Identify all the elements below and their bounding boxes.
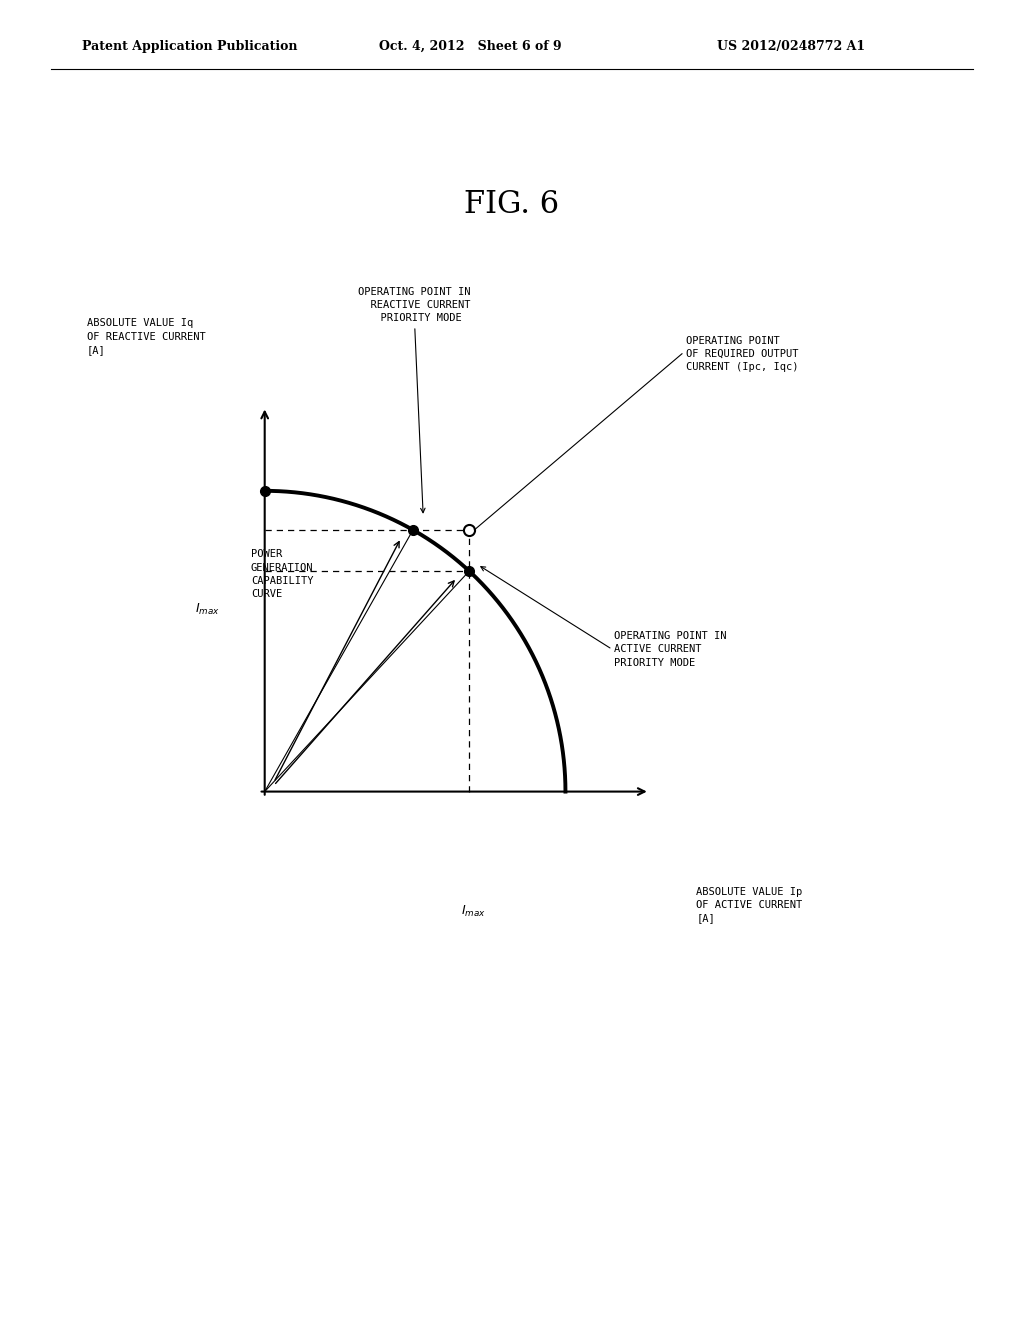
Text: FIG. 6: FIG. 6 xyxy=(465,189,559,220)
Text: Patent Application Publication: Patent Application Publication xyxy=(82,40,297,53)
Text: OPERATING POINT IN
ACTIVE CURRENT
PRIORITY MODE: OPERATING POINT IN ACTIVE CURRENT PRIORI… xyxy=(614,631,727,668)
Text: POWER
GENERATION
CAPABILITY
CURVE: POWER GENERATION CAPABILITY CURVE xyxy=(251,549,313,599)
Text: OPERATING POINT
OF REQUIRED OUTPUT
CURRENT (Ipc, Iqc): OPERATING POINT OF REQUIRED OUTPUT CURRE… xyxy=(686,335,799,372)
Text: $\mathit{I}_{max}$: $\mathit{I}_{max}$ xyxy=(196,602,220,618)
Text: Oct. 4, 2012   Sheet 6 of 9: Oct. 4, 2012 Sheet 6 of 9 xyxy=(379,40,561,53)
Text: OPERATING POINT IN
  REACTIVE CURRENT
  PRIORITY MODE: OPERATING POINT IN REACTIVE CURRENT PRIO… xyxy=(358,286,471,323)
Text: ABSOLUTE VALUE Ip
OF ACTIVE CURRENT
[A]: ABSOLUTE VALUE Ip OF ACTIVE CURRENT [A] xyxy=(696,887,803,924)
Text: ABSOLUTE VALUE Iq
OF REACTIVE CURRENT
[A]: ABSOLUTE VALUE Iq OF REACTIVE CURRENT [A… xyxy=(87,318,206,355)
Text: US 2012/0248772 A1: US 2012/0248772 A1 xyxy=(717,40,865,53)
Text: $\mathit{I}_{max}$: $\mathit{I}_{max}$ xyxy=(461,904,485,919)
